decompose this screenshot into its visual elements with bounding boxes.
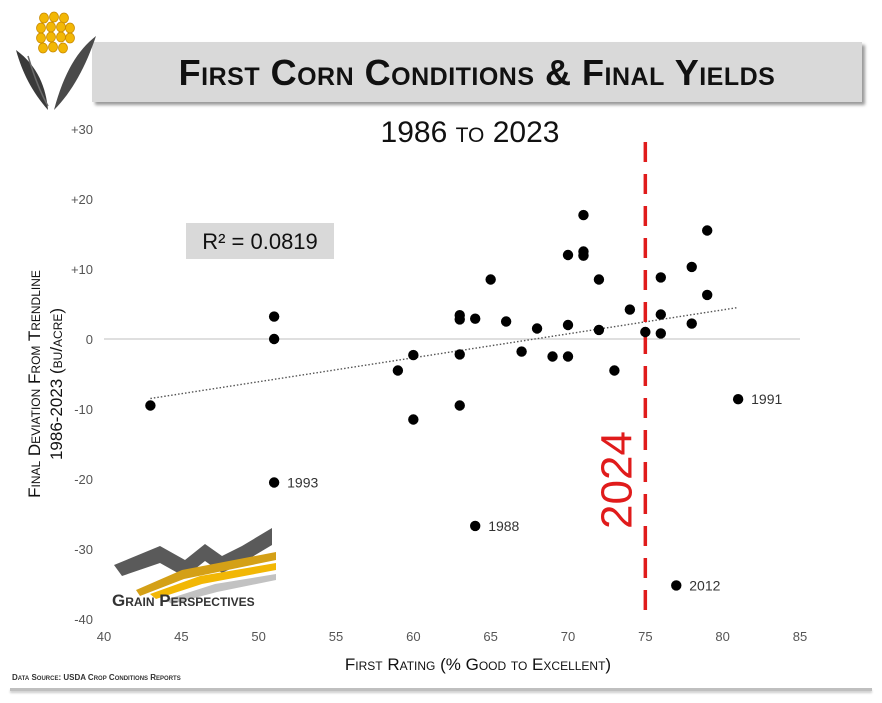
data-point [655,309,666,320]
x-tick-label: 45 [174,629,188,644]
data-point-label: 1991 [751,391,782,407]
data-point [547,351,558,362]
x-axis-label: First Rating (% Good to Excellent) [345,655,611,674]
marker-line-label: 2024 [592,431,641,529]
data-point [655,328,666,339]
data-point [578,250,589,261]
x-tick-label: 70 [561,629,575,644]
y-tick-label: +10 [71,262,93,277]
brand-name: Grain Perspectives [112,591,255,610]
trendline [150,306,739,400]
y-tick-label: +20 [71,192,93,207]
chart-subtitle: 1986 to 2023 [381,116,560,149]
data-point-label: 1993 [287,475,318,491]
data-point [732,394,744,405]
data-point [562,249,574,261]
r-squared-box [186,223,334,259]
data-point [562,351,574,362]
x-tick-label: 40 [97,629,111,644]
data-point-label: 1988 [488,518,519,534]
data-point [454,314,465,325]
bottom-divider [10,688,872,691]
data-point [470,313,481,324]
data-point [531,323,543,334]
y-tick-label: -10 [74,402,93,417]
x-tick-label: 85 [793,629,807,644]
grain-perspectives-logo: Grain Perspectives [112,528,276,610]
data-point [268,333,280,345]
x-tick-label: 60 [406,629,420,644]
r-squared-label: R² = 0.0819 [202,229,318,254]
data-point [702,289,713,301]
x-tick-label: 65 [483,629,497,644]
data-point [671,580,682,591]
data-point [470,520,481,532]
y-tick-label: +30 [71,122,93,137]
x-tick-label: 50 [251,629,265,644]
data-point [392,365,404,376]
y-axis-label-line1: Final Deviation From Trendline [25,270,44,498]
data-point [593,274,605,285]
data-point [268,311,280,322]
page-title: First Corn Conditions & Final Yields [178,52,776,93]
corn-logo-icon [16,11,96,110]
y-tick-label: -30 [74,542,93,557]
data-point [562,319,574,331]
data-point [485,274,496,285]
data-point [454,400,465,411]
data-point [268,477,280,488]
y-tick-label: -40 [74,612,93,627]
data-point-label: 2012 [689,577,720,593]
x-tick-label: 75 [638,629,652,644]
y-axis-label-line2: 1986-2023 (bu/acre) [47,308,66,460]
data-point [454,349,465,360]
data-source: Data Source: USDA Crop Conditions Report… [12,673,181,682]
data-point [500,316,512,327]
x-tick-label: 55 [329,629,343,644]
title-bar: First Corn Conditions & Final Yields [92,42,862,102]
data-point [408,349,419,361]
data-point [145,400,156,411]
data-point [408,414,419,425]
data-point [686,318,697,329]
data-point [516,346,527,357]
y-tick-label: 0 [86,332,93,347]
data-point [686,261,697,273]
data-point [578,209,589,221]
data-point [609,365,620,376]
zero-line [104,338,800,340]
x-tick-label: 80 [715,629,729,644]
data-point [702,225,713,236]
y-tick-label: -20 [74,472,93,487]
data-point [624,304,636,315]
data-point [655,272,666,283]
data-point [593,324,605,336]
data-point [640,326,651,338]
